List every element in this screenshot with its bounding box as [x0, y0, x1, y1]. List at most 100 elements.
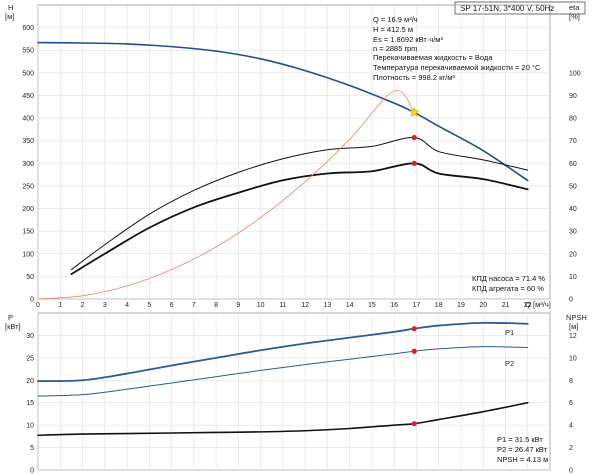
info-flow: Q = 16.9 м³/ч [373, 15, 418, 24]
bottom-series [37, 321, 529, 437]
bottom-panel-frame [37, 312, 551, 471]
top-y2-tick-label: 90 [569, 93, 577, 100]
bottom-y2-tick-label: 12 [569, 333, 577, 340]
duty-point-dot [411, 134, 417, 141]
top-y2-tick-label: 80 [569, 116, 577, 123]
duty-point-dot [411, 348, 417, 354]
info-temperature: Температура перекачиваемой жидкости = 20… [373, 63, 541, 72]
top-y2-tick-label: 20 [569, 251, 577, 258]
top-y-tick-label: 500 [22, 70, 34, 77]
bottom-y-tick-label: 5 [30, 445, 34, 452]
duty-point-dot [411, 421, 417, 427]
top-y2-tick-label: 100 [569, 70, 581, 77]
x-tick-label: 8 [214, 302, 218, 309]
x-tick-label: 2 [81, 302, 85, 309]
axis-ticks: 0 1 2 3 4 5 6 7 8 9 10 11 12 13 14 15 16 17 18 19 20 21 220501… [22, 25, 580, 474]
bottom-y-tick-label: 20 [26, 378, 34, 385]
x-tick-label: 9 [236, 302, 240, 309]
p2-power-curve [37, 346, 529, 397]
bottom-y2-tick-label: 2 [569, 445, 573, 452]
bottom-y-tick-label: 15 [26, 400, 34, 407]
top-y-axis-unit: [м] [5, 12, 14, 21]
x-tick-label: 13 [323, 302, 331, 309]
x-axis-unit: [м³/ч] [533, 300, 551, 309]
top-y-tick-label: 50 [26, 274, 34, 281]
bottom-y-axis-unit: [кВт] [5, 322, 21, 331]
p2-series-label: P2 [505, 359, 514, 368]
bottom-y-axis-title: P [кВт] [5, 313, 21, 331]
top-y2-tick-label: 70 [569, 138, 577, 145]
top-y-tick-label: 250 [22, 183, 34, 190]
npsh-curve [37, 401, 529, 437]
p1-series-label: P1 [505, 328, 514, 337]
x-tick-label: 4 [125, 302, 129, 309]
top-y2-tick-label: 10 [569, 274, 577, 281]
top-y-tick-label: 200 [22, 206, 34, 213]
bottom-y-tick-label: 0 [30, 468, 34, 474]
efficiency-notes: КПД насоса = 71.4 % КПД агрегата = 60 % [472, 274, 545, 293]
top-y2-tick-label: 60 [569, 161, 577, 168]
p1-note: P1 = 31.5 кВт [497, 435, 543, 444]
x-tick-label: 14 [346, 302, 354, 309]
top-y-tick-label: 100 [22, 251, 34, 258]
pump-efficiency-note: КПД насоса = 71.4 % [472, 274, 545, 283]
top-y-tick-label: 0 [30, 297, 34, 304]
info-liquid: Перекачиваемая жидкость = Вода [373, 53, 493, 62]
x-tick-label: 11 [279, 302, 286, 309]
top-grid [37, 5, 550, 300]
x-tick-label: 7 [192, 302, 196, 309]
x-tick-label: 17 [413, 302, 421, 309]
top-y2-axis-symbol: eta [569, 3, 580, 12]
x-tick-label: 5 [147, 302, 151, 309]
system-curve [37, 90, 415, 300]
duty-point-dot [411, 160, 417, 166]
x-tick-label: 18 [435, 302, 443, 309]
top-y-tick-label: 300 [22, 161, 34, 168]
x-tick-label: 1 [58, 302, 62, 309]
duty-point-dot [411, 326, 417, 332]
top-y2-axis-title: eta [%] [569, 3, 580, 21]
top-y-tick-label: 150 [22, 229, 34, 236]
top-series [37, 41, 529, 300]
chart-title: SP 17-51N, 3*400 V, 50Hz [460, 4, 554, 13]
bottom-y-axis-symbol: P [8, 313, 13, 322]
top-panel-frame [37, 4, 551, 300]
x-tick-label: 15 [368, 302, 376, 309]
info-specific-energy: Es = 1.8692 кВт·ч/м³ [373, 35, 443, 44]
unit-efficiency-note: КПД агрегата = 60 % [472, 284, 544, 293]
x-tick-label: 12 [301, 302, 309, 309]
top-y-tick-label: 400 [22, 116, 34, 123]
x-tick-label: 16 [390, 302, 398, 309]
x-tick-label: 3 [103, 302, 107, 309]
x-tick-label: 6 [170, 302, 174, 309]
bottom-y2-tick-label: 6 [569, 400, 573, 407]
bottom-y2-tick-label: 10 [569, 355, 577, 362]
x-axis-title: Q [м³/ч] [525, 300, 551, 309]
top-y-tick-label: 450 [22, 93, 34, 100]
p1-power-curve [37, 321, 529, 383]
bottom-y2-axis-title: NPSH [м] [566, 313, 587, 331]
bottom-y2-tick-label: 4 [569, 423, 573, 430]
top-y2-axis-unit: [%] [569, 12, 580, 21]
top-y2-tick-label: 50 [569, 183, 577, 190]
duty-info-block: Q = 16.9 м³/ч H = 412.5 м Es = 1.8692 кВ… [373, 15, 541, 82]
top-y-axis-symbol: H [8, 3, 13, 12]
info-head: H = 412.5 м [373, 25, 413, 34]
x-tick-label: 20 [479, 302, 487, 309]
bottom-y2-axis-unit: [м] [569, 322, 578, 331]
bottom-y-tick-label: 25 [26, 355, 34, 362]
head-curve [37, 41, 529, 182]
unit-efficiency-curve [70, 162, 529, 276]
info-speed: n = 2885 rpm [373, 44, 417, 53]
x-tick-label: 0 [36, 302, 40, 309]
top-y-axis-title: H [м] [5, 3, 14, 21]
duty-points [408, 106, 420, 427]
info-density: Плотность = 998.2 кг/м³ [373, 73, 455, 82]
top-y-tick-label: 600 [22, 25, 34, 32]
chart-title-box: SP 17-51N, 3*400 V, 50Hz [454, 1, 586, 15]
bottom-grid [37, 313, 550, 471]
top-y2-tick-label: 40 [569, 206, 577, 213]
power-notes: P1 = 31.5 кВт P2 = 26.47 кВт NPSH = 4.13… [497, 435, 548, 464]
top-y2-tick-label: 0 [569, 297, 573, 304]
